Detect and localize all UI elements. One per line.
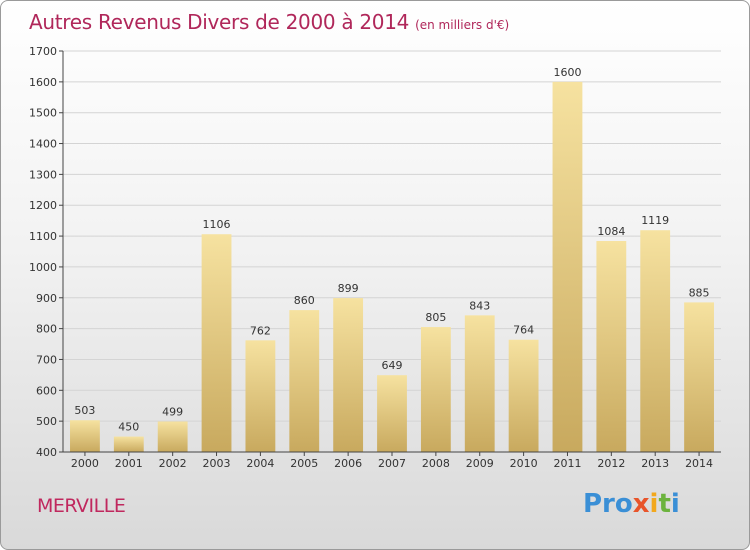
x-tick-label: 2008 [422,457,450,470]
value-label: 885 [689,286,710,299]
x-tick-label: 2003 [203,457,231,470]
bar-2009 [464,315,495,452]
value-label: 1106 [203,218,231,231]
x-tick-label: 2005 [290,457,318,470]
value-label: 649 [382,359,403,372]
y-axis: 400 500 600 700 800 900 1000 1100 1200 1300 1400 15… [29,45,64,459]
y-tick-label: 1700 [29,45,57,58]
value-label: 499 [162,405,183,418]
y-tick-label: 1400 [29,138,57,151]
x-tick-label: 2013 [641,457,669,470]
x-tick-label: 2001 [115,457,143,470]
value-label: 503 [74,404,95,417]
value-label: 860 [294,294,315,307]
x-tick-label: 2014 [685,457,713,470]
y-tick-label: 1200 [29,199,57,212]
value-label: 764 [513,324,534,337]
y-tick-label: 1500 [29,107,57,120]
y-tick-label: 400 [36,446,57,459]
x-tick-label: 2010 [510,457,538,470]
x-tick-label: 2004 [246,457,274,470]
value-label: 1084 [597,225,625,238]
chart-subtitle: (en milliers d'€) [415,18,510,32]
value-label: 762 [250,324,271,337]
bar-2011 [552,81,583,452]
y-tick-label: 1600 [29,76,57,89]
proxiti-logo: Proxiti [583,489,680,519]
x-tick-label: 2000 [71,457,99,470]
y-tick-label: 1300 [29,168,57,181]
bar-2000 [70,420,100,452]
x-tick-label: 2012 [597,457,625,470]
bar-2014 [684,302,714,452]
y-tick-label: 700 [36,353,57,366]
bar-2004 [245,340,276,452]
y-tick-label: 1000 [29,261,57,274]
y-tick-label: 500 [36,415,57,428]
bar-2006 [333,298,364,452]
bars: 503 450 499 1106 762 860 899 649 805 843 764 1600 10… [70,66,714,452]
y-tick-label: 1100 [29,230,57,243]
value-label: 805 [425,311,446,324]
bar-2005 [289,310,320,452]
commune-name: MERVILLE [37,495,126,517]
x-axis: 2000 2001 2002 2003 2004 2005 2006 2007 2008 2009… [63,451,721,470]
x-tick-label: 2011 [553,457,581,470]
value-label: 899 [338,282,359,295]
x-tick-label: 2009 [466,457,494,470]
value-label: 1600 [553,66,581,79]
value-label: 843 [469,299,490,312]
value-label: 450 [118,421,139,434]
bar-2008 [420,327,451,452]
bar-2002 [157,421,188,452]
bar-2007 [377,375,407,452]
x-tick-label: 2002 [159,457,187,470]
x-tick-label: 2007 [378,457,406,470]
chart-title-text: Autres Revenus Divers de 2000 à 2014 [29,10,410,34]
y-tick-label: 900 [36,292,57,305]
chart-title: Autres Revenus Divers de 2000 à 2014 (en … [29,10,509,34]
y-tick-label: 800 [36,323,57,336]
x-tick-label: 2006 [334,457,362,470]
bar-2003 [201,234,232,452]
bar-2013 [640,230,671,452]
y-tick-label: 600 [36,384,57,397]
bar-2010 [508,339,539,452]
value-label: 1119 [641,214,669,227]
bar-2001 [113,436,144,452]
bar-2012 [596,241,627,452]
